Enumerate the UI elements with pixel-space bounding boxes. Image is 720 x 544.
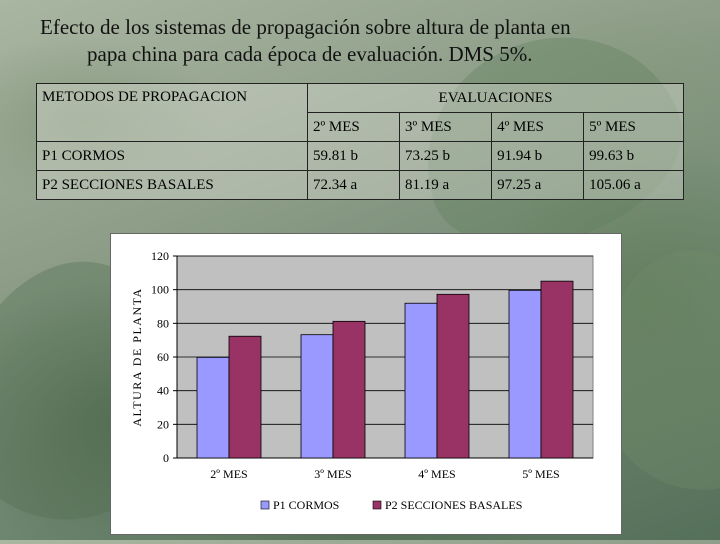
x-tick-label: 2º MES <box>210 467 247 481</box>
page-title: Efecto de los sistemas de propagación so… <box>40 14 690 68</box>
bar <box>300 334 334 459</box>
legend-label: P1 CORMOS <box>273 498 339 512</box>
y-tick-label: 40 <box>157 384 169 398</box>
bar <box>332 320 366 459</box>
legend-swatch <box>372 500 382 510</box>
table-row: P1 CORMOS 59.81 b 73.25 b 91.94 b 99.63 … <box>36 141 684 171</box>
row-label: P2 SECCIONES BASALES <box>36 170 308 200</box>
table-cell: 72.34 a <box>306 170 401 200</box>
table-row: P2 SECCIONES BASALES 72.34 a 81.19 a 97.… <box>36 170 684 200</box>
chart-svg: 0 20 40 60 80 100 120 ALTURA DE PLANTA 2º MES 3º … <box>130 249 594 512</box>
y-axis-label: ALTURA DE PLANTA <box>130 287 144 426</box>
bar <box>508 289 542 459</box>
bar <box>436 293 470 459</box>
header-evaluations: EVALUACIONES <box>307 83 684 113</box>
y-tick-label: 60 <box>157 350 169 364</box>
bar <box>196 356 230 459</box>
y-tick-label: 0 <box>163 451 169 465</box>
table-header-row: METODOS DE PROPAGACION EVALUACIONES <box>36 83 684 142</box>
y-tick-label: 100 <box>151 283 169 297</box>
legend-label: P2 SECCIONES BASALES <box>385 498 522 512</box>
x-tick-label: 3º MES <box>314 467 351 481</box>
bar <box>404 302 438 459</box>
bar-chart: 0 20 40 60 80 100 120 ALTURA DE PLANTA 2º MES 3º … <box>110 233 622 535</box>
bar <box>228 335 262 459</box>
y-tick-label: 20 <box>157 417 169 431</box>
month-header: 2º MES <box>306 112 401 142</box>
table-cell: 81.19 a <box>399 170 493 200</box>
month-header: 3º MES <box>399 112 493 142</box>
month-header: 5º MES <box>583 112 684 142</box>
table-cell: 59.81 b <box>306 141 401 171</box>
x-tick-label: 4º MES <box>418 467 455 481</box>
header-method: METODOS DE PROPAGACION <box>36 83 308 142</box>
title-line-1: Efecto de los sistemas de propagación so… <box>40 15 571 39</box>
y-tick-label: 80 <box>157 316 169 330</box>
table-months-row: 2º MES 3º MES 4º MES 5º MES <box>37 112 684 142</box>
month-header: 4º MES <box>491 112 585 142</box>
table-cell: 91.94 b <box>491 141 585 171</box>
table-cell: 105.06 a <box>583 170 684 200</box>
table-cell: 99.63 b <box>583 141 684 171</box>
results-table: METODOS DE PROPAGACION EVALUACIONES 2º M… <box>36 83 684 200</box>
table-cell: 97.25 a <box>491 170 585 200</box>
y-tick-label: 120 <box>151 249 169 263</box>
x-tick-label: 5º MES <box>522 467 559 481</box>
row-label: P1 CORMOS <box>36 141 308 171</box>
legend-swatch <box>260 500 270 510</box>
title-line-2: papa china para cada época de evaluación… <box>87 42 533 66</box>
bar <box>540 280 574 459</box>
table-cell: 73.25 b <box>399 141 493 171</box>
